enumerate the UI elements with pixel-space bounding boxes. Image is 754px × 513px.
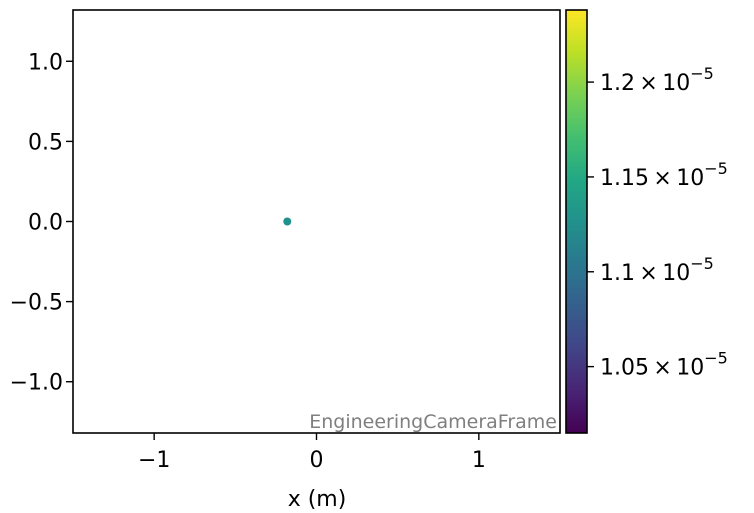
colorbar-ticks: 1.05 × 10−5 1.1 × 10−5 1.15 × 10−5 1.2 × 10… xyxy=(587,64,728,381)
colorbar-tick-label: 1.2 × 10−5 xyxy=(600,64,714,96)
colorbar-tick-label: 1.1 × 10−5 xyxy=(600,254,714,286)
frame-label: EngineeringCameraFrame xyxy=(309,411,557,433)
data-point xyxy=(283,217,292,226)
y-axis-ticks: 1.0 0.5 0.0 −0.5 −1.0 xyxy=(10,50,73,396)
plot-frame xyxy=(72,9,561,434)
y-tick-label: −0.5 xyxy=(10,291,63,316)
x-axis-ticks: −1 0 1 xyxy=(138,433,486,473)
colorbar-tick-label: 1.15 × 10−5 xyxy=(600,159,728,191)
colorbar-tick-label: 1.05 × 10−5 xyxy=(600,349,728,381)
x-tick-label: −1 xyxy=(138,448,170,473)
y-tick-label: 0.0 xyxy=(28,211,63,236)
y-tick-label: 1.0 xyxy=(28,50,63,75)
scatter-points xyxy=(283,217,292,226)
y-tick-label: −1.0 xyxy=(10,371,63,396)
colorbar-gradient xyxy=(565,9,588,434)
colorbar: 1.05 × 10−5 1.1 × 10−5 1.15 × 10−5 1.2 × 10… xyxy=(565,9,728,434)
x-axis-label: x (m) xyxy=(288,487,347,512)
x-tick-label: 1 xyxy=(472,448,486,473)
plot-area: −1 0 1 1.0 0.5 0.0 −0.5 −1.0 EngineeringCamera… xyxy=(10,9,561,512)
y-tick-label: 0.5 xyxy=(28,130,63,155)
x-tick-label: 0 xyxy=(310,448,324,473)
